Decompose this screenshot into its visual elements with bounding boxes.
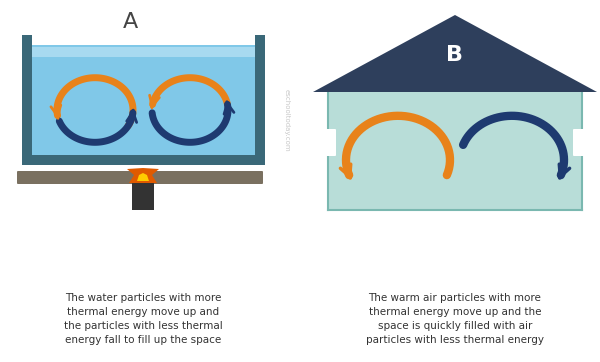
FancyBboxPatch shape [322,129,336,156]
Polygon shape [313,15,597,92]
Bar [132,183,154,210]
Text: The water particles with more
thermal energy move up and
the particles with less: The water particles with more thermal en… [64,293,223,345]
Bar [255,35,265,165]
FancyBboxPatch shape [573,129,587,156]
Bar [328,90,582,210]
Bar [32,45,255,165]
Polygon shape [137,173,149,181]
Bar [22,35,32,165]
Text: A: A [122,12,137,32]
Text: The warm air particles with more
thermal energy move up and the
space is quickly: The warm air particles with more thermal… [366,293,544,345]
Polygon shape [127,168,159,183]
Bar [22,155,265,165]
Text: B: B [446,45,464,65]
Bar [32,47,255,57]
Text: eschooltoday.com: eschooltoday.com [284,89,290,151]
FancyBboxPatch shape [17,171,263,184]
